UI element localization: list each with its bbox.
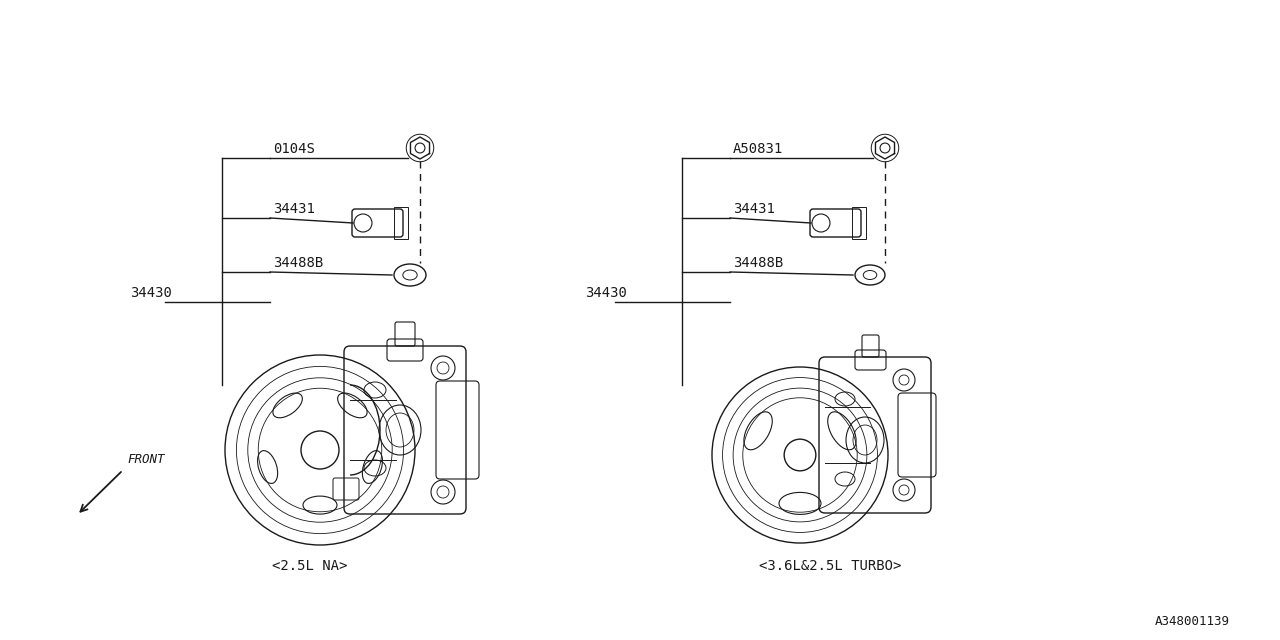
Text: 0104S: 0104S <box>273 142 315 156</box>
Text: 34431: 34431 <box>733 202 774 216</box>
Text: FRONT: FRONT <box>127 453 165 466</box>
Text: 34430: 34430 <box>131 286 172 300</box>
Text: <3.6L&2.5L TURBO>: <3.6L&2.5L TURBO> <box>759 559 901 573</box>
Text: <2.5L NA>: <2.5L NA> <box>273 559 348 573</box>
Text: A348001139: A348001139 <box>1155 615 1230 628</box>
Text: A50831: A50831 <box>733 142 783 156</box>
Text: 34430: 34430 <box>585 286 627 300</box>
Bar <box>394 207 408 239</box>
Text: 34488B: 34488B <box>733 256 783 270</box>
Text: 34488B: 34488B <box>273 256 324 270</box>
Bar <box>852 207 867 239</box>
Text: 34431: 34431 <box>273 202 315 216</box>
